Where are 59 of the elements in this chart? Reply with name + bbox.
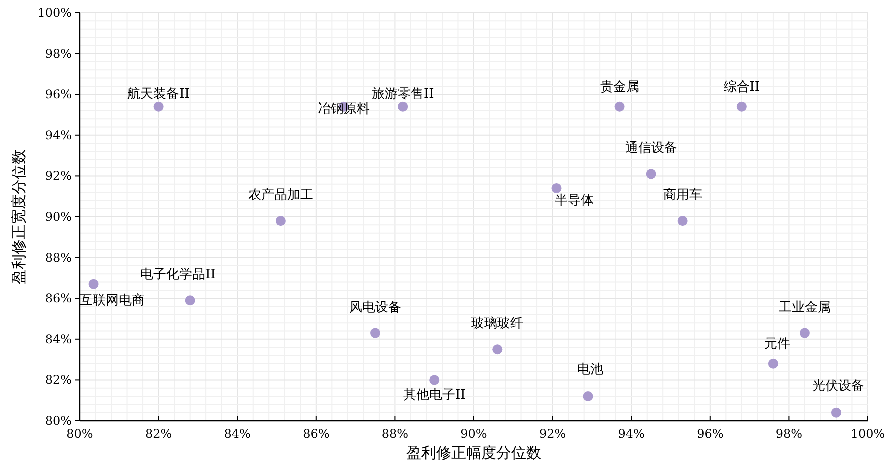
y-tick-label: 82% [45,373,72,388]
annotation: 元件 [764,336,790,352]
annotation: 农产品加工 [248,188,314,204]
y-tick-label: 92% [45,169,72,184]
point [831,408,842,418]
annotation: 旅游零售II [372,86,434,102]
x-tick-label: 86% [303,427,330,441]
point [736,102,747,112]
y-axis-title: 盈利修正宽度分位数 [10,150,28,284]
point [398,102,408,112]
point [154,102,164,112]
y-tick-label: 94% [45,128,72,142]
x-tick-label: 96% [697,427,724,441]
annotation: 光伏设备 [812,378,864,394]
point [552,183,562,194]
point [276,216,286,226]
annotation: 工业金属 [778,300,831,316]
point [492,344,503,355]
y-tick-label: 86% [45,292,72,306]
annotation: 玻璃玻纤 [472,316,524,332]
y-tick-label: 100% [38,6,72,20]
x-axis-title: 盈利修正幅度分位数 [406,444,542,462]
annotation: 通信设备 [625,141,678,156]
annotation: 贵金属 [600,80,640,95]
annotation: 航天装备II [128,86,190,102]
point [430,375,440,386]
point [800,328,810,338]
point [583,392,594,402]
annotation: 其他电子II [403,388,466,404]
point [185,296,196,306]
y-tick-label: 88% [45,250,72,265]
x-tick-label: 84% [224,427,251,441]
x-tick-label: 88% [382,427,409,441]
y-tick-label: 80% [45,414,72,428]
annotation: 互联网电商 [80,293,145,308]
x-tick-label: 82% [145,427,172,441]
annotation: 冶钢原料 [318,102,370,117]
y-tick-label: 90% [45,210,72,224]
y-tick-label: 84% [45,332,72,346]
point [88,279,99,290]
annotation: 商用车 [663,188,702,204]
point [646,169,656,180]
annotation: 风电设备 [350,300,402,316]
annotation: 电子化学品II [140,268,216,283]
x-tick-label: 90% [460,427,488,441]
y-tick-label: 96% [45,88,72,102]
point [768,358,778,369]
annotation: 电池 [577,362,604,378]
x-tick-label: 100% [850,427,886,441]
annotation: 半导体 [555,193,594,208]
point [614,102,625,112]
x-tick-label: 92% [539,427,566,441]
point [370,328,380,338]
point [678,216,688,226]
x-tick-label: 94% [618,427,645,441]
x-tick-label: 98% [776,427,803,441]
annotation: 综合II [724,80,760,95]
y-tick-label: 98% [45,46,72,61]
x-tick-label: 80% [66,427,94,441]
